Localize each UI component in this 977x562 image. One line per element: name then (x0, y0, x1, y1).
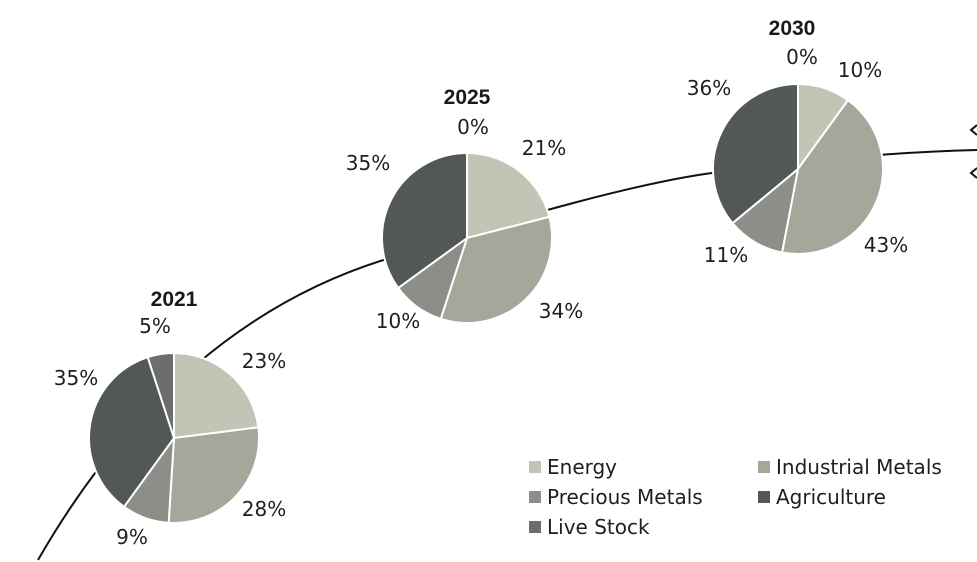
legend-label: Live Stock (547, 515, 650, 539)
pie-title: 2025 (444, 86, 491, 109)
legend-label: Precious Metals (547, 485, 703, 509)
pie-2021: 2021 23% 28% 9% 35% 5% (54, 288, 286, 549)
pie-slice-industrial-metals (439, 215, 553, 324)
data-label: 43% (864, 233, 908, 257)
data-label: 9% (116, 525, 148, 549)
legend-label: Industrial Metals (776, 455, 942, 479)
data-label: 28% (242, 497, 286, 521)
legend-swatch (758, 491, 770, 503)
data-label: 10% (376, 309, 420, 333)
legend-item: Industrial Metals (758, 455, 942, 479)
pie-slice-energy (173, 351, 260, 440)
data-label: 5% (139, 314, 171, 338)
legend-label: Energy (547, 455, 617, 479)
legend: Energy Industrial Metals Precious Metals Ag… (529, 455, 942, 539)
data-label: 35% (54, 366, 98, 390)
pie-slice-agriculture (381, 151, 468, 290)
pie-slice-energy (466, 151, 551, 240)
legend-label: Agriculture (776, 485, 886, 509)
data-label: 0% (786, 45, 818, 69)
pie-2025: 2025 21% 34% 10% 35% 0% (346, 86, 583, 333)
pie-title: 2021 (151, 288, 198, 311)
data-label: 34% (539, 299, 583, 323)
data-label: 23% (242, 349, 286, 373)
data-label: 21% (522, 136, 566, 160)
pie-slice-live-stock (146, 351, 175, 439)
legend-swatch (529, 491, 541, 503)
pie-slice-agriculture (88, 355, 176, 509)
data-label: 35% (346, 151, 390, 175)
legend-item: Agriculture (758, 485, 886, 509)
legend-item: Live Stock (529, 515, 650, 539)
data-label: 36% (687, 76, 731, 100)
data-label: 10% (838, 58, 882, 82)
legend-swatch (529, 521, 541, 533)
data-label: 11% (704, 243, 748, 267)
legend-item: Energy (529, 455, 617, 479)
pie-slice-industrial-metals (780, 98, 884, 255)
pie-2030: 2030 10% 43% 11% 36% 0% (687, 17, 908, 267)
legend-item: Precious Metals (529, 485, 703, 509)
legend-swatch (529, 461, 541, 473)
data-label: 0% (457, 115, 489, 139)
pie-title: 2030 (769, 17, 816, 40)
arrow-icon (969, 124, 977, 179)
pie-slice-agriculture (712, 82, 799, 225)
legend-swatch (758, 461, 770, 473)
pie-slice-industrial-metals (167, 426, 260, 524)
